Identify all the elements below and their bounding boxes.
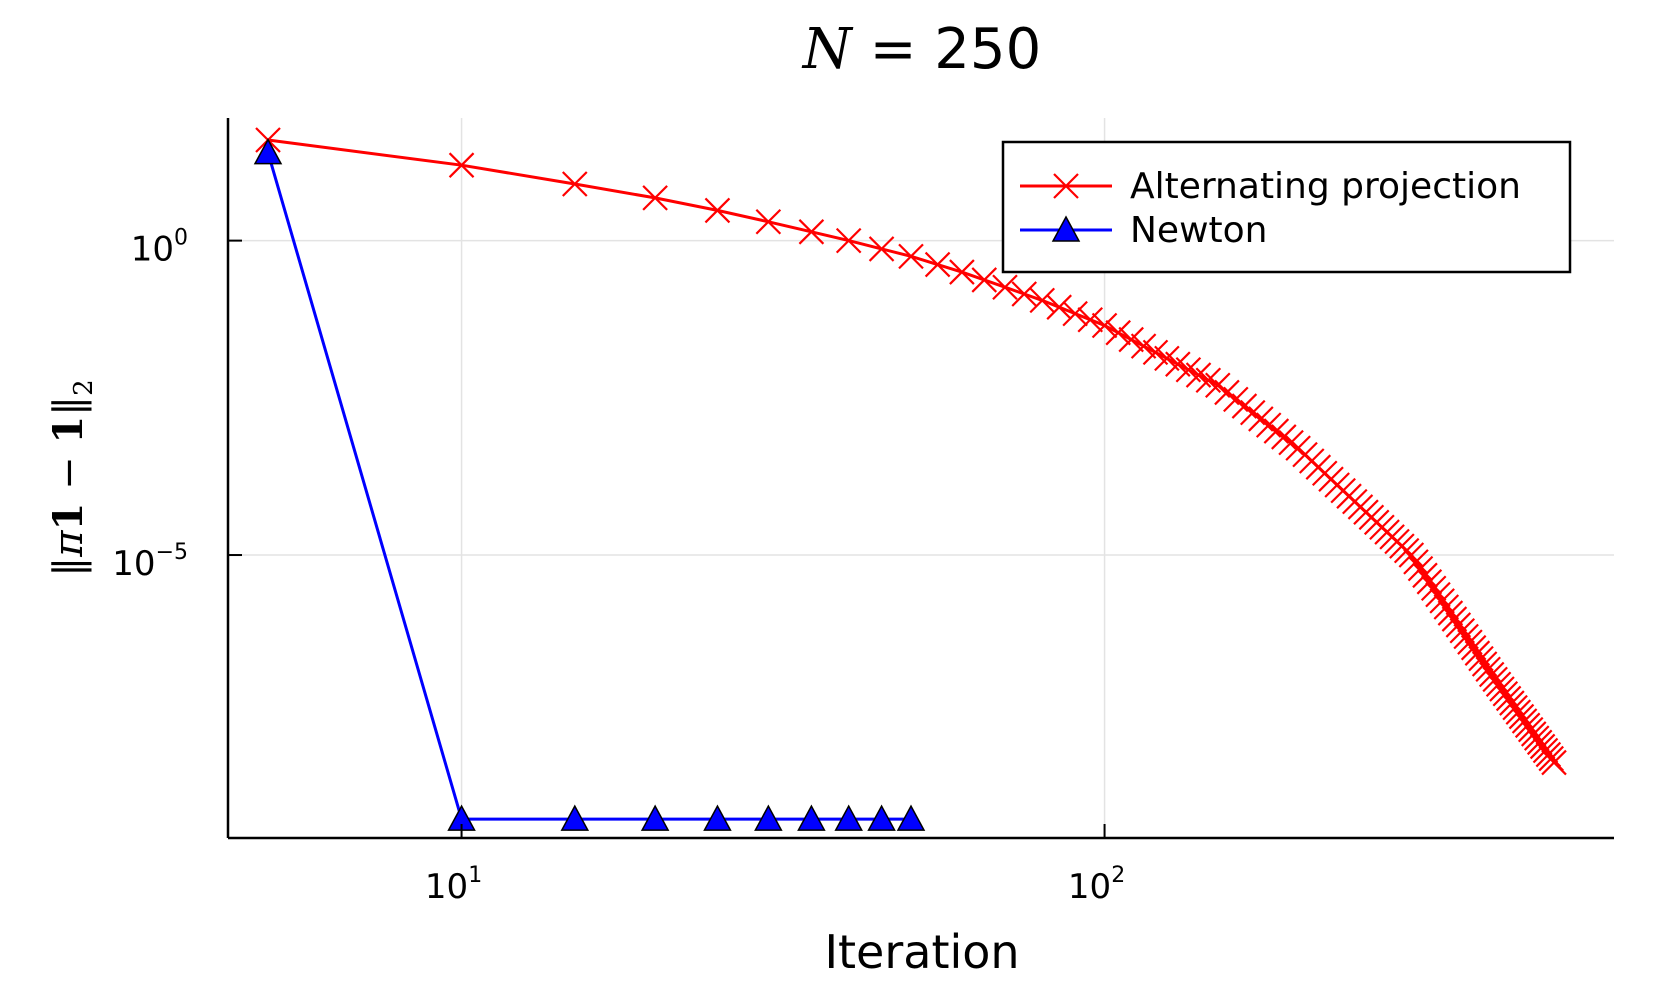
chart-title-rest: = 250 [852, 17, 1041, 82]
x-marker [448, 152, 475, 178]
x-marker [1271, 424, 1297, 450]
x-marker [798, 219, 825, 245]
series-alternating-projection [255, 127, 1567, 776]
x-marker [562, 171, 588, 197]
x-marker [1118, 326, 1144, 353]
x-marker [971, 267, 998, 293]
x-marker [1263, 418, 1290, 444]
chart-title-italic: N [801, 17, 854, 82]
triangle-marker [560, 804, 590, 831]
triangle-marker [703, 804, 732, 831]
x-marker [1105, 319, 1131, 346]
legend-box [1001, 140, 1572, 274]
x-marker [1437, 600, 1464, 626]
chart-title: N = 250 [801, 17, 1041, 82]
x-marker [1029, 287, 1056, 314]
x-marker [924, 251, 951, 278]
y-label-one2: 1 [45, 416, 92, 444]
y-tick-label: 100 [131, 226, 188, 270]
triangle-marker [834, 804, 863, 831]
x-marker [1471, 651, 1498, 677]
x-marker [1011, 281, 1038, 307]
triangle-marker [797, 804, 826, 831]
x-marker [1062, 300, 1088, 327]
series-layer [253, 127, 1567, 831]
x-marker [868, 236, 895, 262]
x-marker [1398, 542, 1425, 568]
x-marker [1053, 173, 1079, 199]
x-marker [1441, 606, 1468, 632]
y-label-pi: π [46, 530, 92, 558]
x-marker [1464, 640, 1491, 666]
x-marker [1541, 749, 1567, 776]
x-marker [1457, 629, 1483, 655]
x-marker [835, 227, 862, 254]
x-marker [1449, 617, 1476, 644]
x-marker [1403, 549, 1429, 575]
x-marker [1416, 569, 1443, 595]
x-marker [1046, 294, 1072, 320]
triangle-marker [1051, 215, 1081, 242]
triangle-marker [896, 804, 926, 831]
x-marker [1460, 634, 1487, 661]
triangle-marker [754, 804, 783, 831]
x-marker [992, 274, 1018, 301]
legend-label: Alternating projection [1130, 166, 1521, 207]
x-marker [1239, 399, 1266, 426]
x-marker [1248, 406, 1274, 432]
x-marker [949, 259, 975, 285]
x-marker [642, 185, 668, 211]
x-marker [1425, 581, 1451, 608]
series-line [266, 152, 911, 821]
legend-entry: Newton [1020, 210, 1267, 251]
x-marker [1231, 393, 1258, 419]
y-tick-label: 10−5 [112, 540, 188, 584]
x-marker [1429, 588, 1455, 614]
ticks: 101 102 100 10−5 [112, 226, 1125, 907]
triangle-marker [640, 804, 670, 831]
x-tick-label: 102 [1068, 863, 1125, 907]
x-marker [1407, 555, 1434, 582]
x-marker [898, 243, 924, 270]
x-marker [1130, 333, 1157, 359]
legend-entry: Alternating projection [1020, 166, 1521, 207]
x-marker [1091, 312, 1118, 339]
x-marker [1255, 412, 1282, 438]
x-marker [1468, 645, 1494, 672]
y-label-close: ‖ [46, 396, 92, 416]
triangle-marker [253, 138, 283, 165]
x-tick-label: 101 [425, 863, 482, 907]
y-label-sub: 2 [69, 379, 99, 396]
x-marker [1077, 306, 1104, 333]
x-axis-label: Iteration [824, 925, 1019, 979]
triangle-marker [867, 804, 896, 831]
y-axis-label: ‖π1 − 1‖2 [45, 379, 99, 576]
series-newton [253, 138, 926, 831]
x-marker [1453, 623, 1479, 650]
y-label-one1: 1 [45, 503, 92, 531]
legend-label: Newton [1130, 210, 1267, 251]
x-marker [704, 197, 731, 224]
x-marker [1412, 562, 1438, 589]
x-marker [1433, 594, 1460, 620]
x-marker [755, 208, 782, 235]
y-label-open: ‖ [46, 557, 92, 577]
x-marker [1420, 575, 1447, 602]
y-label-minus: − [46, 444, 92, 503]
x-marker [1445, 612, 1472, 638]
